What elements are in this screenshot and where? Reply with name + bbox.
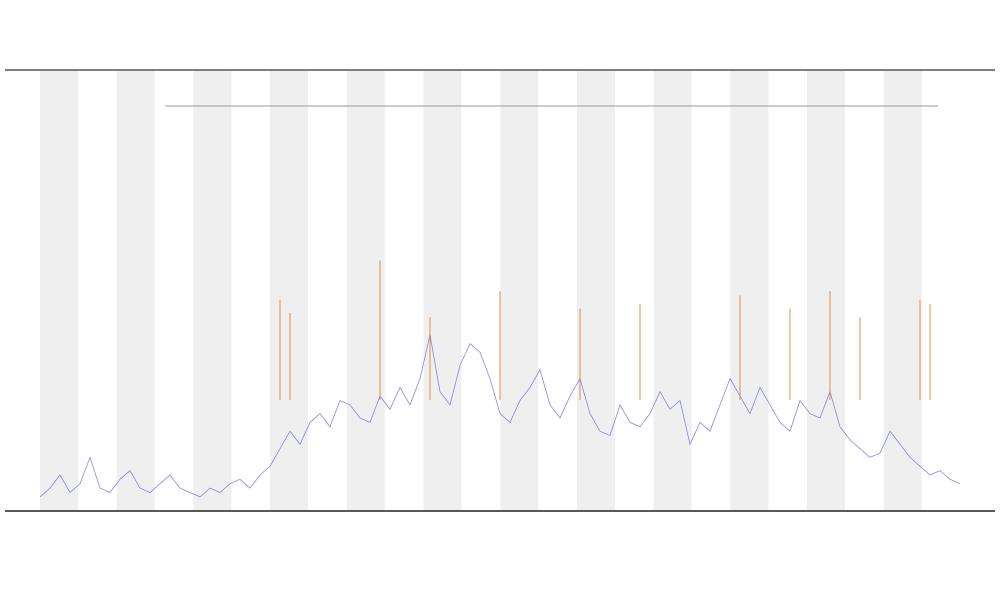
band [653,71,692,511]
band [40,71,78,511]
data-line [39,334,961,498]
band [807,71,845,511]
band [883,71,922,511]
band [500,71,539,511]
band [270,71,309,511]
band [730,71,769,511]
band [423,71,462,511]
band [116,71,155,511]
background-bands [40,71,922,511]
band [576,71,615,511]
band [346,71,385,511]
band [193,71,232,511]
